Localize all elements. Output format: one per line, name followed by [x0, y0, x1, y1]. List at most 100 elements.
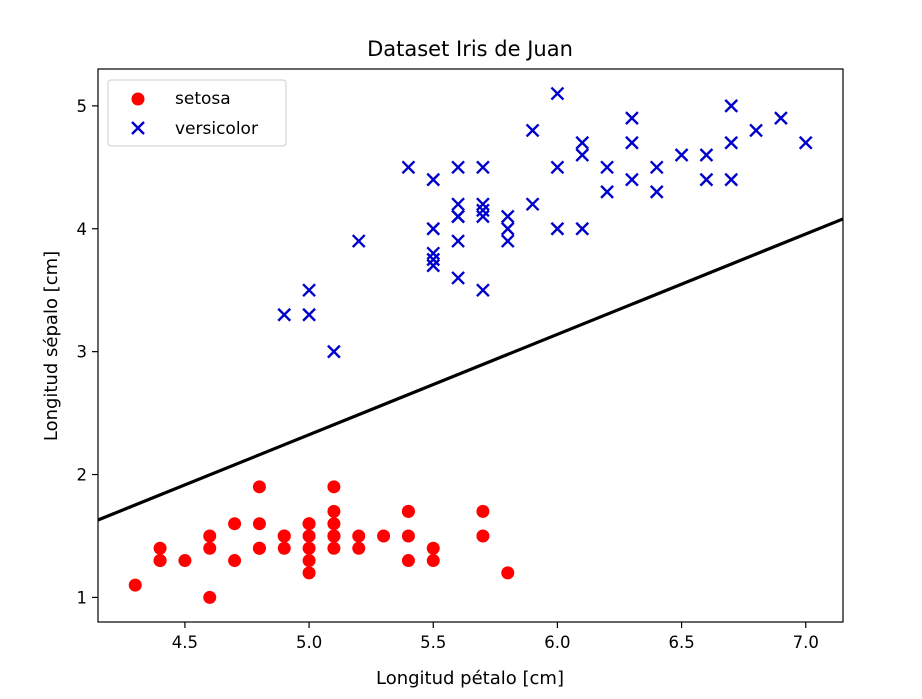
- versicolor-point-45: [724, 172, 739, 187]
- versicolor-point-36-stroke-b: [625, 135, 639, 150]
- versicolor-point-9-stroke-b: [426, 258, 441, 273]
- setosa-point-1: [153, 541, 167, 555]
- versicolor-point-41-stroke-b: [699, 148, 714, 162]
- setosa-point-6: [203, 529, 217, 543]
- versicolor-point-42: [699, 172, 714, 187]
- versicolor-point-14-stroke-b: [451, 234, 465, 248]
- versicolor-point-3: [327, 344, 341, 359]
- x-axis: 4.5 5.0 5.5 6.0 6.5 7.0: [172, 622, 819, 652]
- versicolor-point-26: [525, 197, 540, 212]
- versicolor-point-21-stroke-b: [476, 203, 490, 218]
- versicolor-point-44-stroke-b: [724, 135, 739, 150]
- setosa-point-18: [302, 529, 316, 543]
- x-tick-label-4: 6.5: [668, 633, 694, 652]
- versicolor-point-30: [575, 135, 590, 150]
- y-axis: 1 2 3 4 5: [77, 97, 98, 607]
- versicolor-point-21: [476, 203, 490, 218]
- versicolor-point-25-stroke-b: [525, 123, 540, 138]
- x-axis-label: Longitud pétalo [cm]: [376, 668, 564, 689]
- setosa-point-16: [277, 541, 291, 555]
- versicolor-point-39-stroke-b: [649, 185, 664, 199]
- legend-setosa-marker: [131, 92, 145, 106]
- legend-setosa-label: setosa: [175, 89, 231, 109]
- setosa-point-29: [352, 529, 366, 543]
- x-tick-label-0: 4.5: [172, 633, 198, 652]
- y-tick-label-1: 2: [77, 466, 88, 485]
- versicolor-point-12: [451, 197, 465, 212]
- versicolor-point-3-stroke-b: [327, 344, 341, 359]
- setosa-point-37: [426, 554, 440, 568]
- decision-boundary-line: [98, 217, 843, 522]
- versicolor-point-47-stroke-b: [774, 111, 788, 126]
- versicolor-point-10: [426, 252, 441, 267]
- versicolor-point-42-stroke-b: [699, 172, 714, 187]
- setosa-point-7: [203, 541, 217, 555]
- y-tick-label-2: 3: [77, 343, 88, 362]
- setosa-point-40: [501, 566, 515, 580]
- versicolor-point-10-stroke-b: [426, 252, 441, 267]
- x-tick-label-5: 7.0: [793, 633, 819, 652]
- versicolor-point-37-stroke-b: [625, 172, 639, 187]
- versicolor-point-40-stroke-b: [674, 148, 689, 162]
- setosa-point-27: [327, 529, 341, 543]
- versicolor-point-2-stroke-b: [302, 307, 316, 322]
- versicolor-point-40: [674, 148, 689, 162]
- versicolor-point-11: [451, 160, 465, 175]
- setosa-point-10: [252, 480, 266, 494]
- versicolor-point-12-stroke-b: [451, 197, 465, 212]
- versicolor-point-5: [401, 160, 416, 175]
- versicolor-point-6-stroke-b: [426, 172, 441, 187]
- versicolor-point-27-stroke-b: [550, 86, 565, 101]
- versicolor-point-32: [575, 221, 590, 236]
- versicolor-point-33-stroke-b: [600, 160, 614, 175]
- versicolor-point-31: [575, 148, 590, 162]
- versicolor-point-26-stroke-b: [525, 197, 540, 212]
- setosa-point-28: [327, 541, 341, 555]
- y-tick-label-4: 5: [77, 97, 88, 116]
- versicolor-point-7-stroke-b: [426, 221, 441, 236]
- versicolor-point-1: [302, 283, 316, 298]
- legend: setosa versicolor: [107, 79, 287, 147]
- versicolor-point-19: [476, 209, 490, 224]
- chart-title: Dataset Iris de Juan: [367, 37, 573, 61]
- versicolor-point-28-stroke-b: [550, 160, 565, 175]
- setosa-point-33: [401, 504, 415, 518]
- versicolor-point-16-stroke-b: [451, 209, 465, 224]
- legend-box: [107, 79, 287, 147]
- versicolor-point-2: [302, 307, 316, 322]
- setosa-point-9: [228, 554, 242, 568]
- versicolor-point-8-stroke-b: [426, 246, 441, 261]
- versicolor-point-1-stroke-b: [302, 283, 316, 298]
- versicolor-point-48-stroke-b: [798, 135, 813, 150]
- versicolor-point-24-stroke-b: [500, 234, 515, 248]
- versicolor-point-5-stroke-b: [401, 160, 416, 175]
- versicolor-point-22: [500, 209, 515, 224]
- setosa-point-34: [401, 529, 415, 543]
- setosa-point-35: [401, 554, 415, 568]
- versicolor-point-41: [699, 148, 714, 162]
- setosa-point-23: [327, 480, 341, 494]
- versicolor-point-29-stroke-b: [550, 221, 565, 236]
- versicolor-point-20-stroke-b: [476, 283, 490, 298]
- legend-versicolor-label: versicolor: [175, 119, 258, 139]
- setosa-point-25: [327, 517, 341, 531]
- legend-versicolor-cross: [131, 121, 145, 135]
- versicolor-point-33: [600, 160, 614, 175]
- versicolor-point-39: [649, 185, 664, 199]
- versicolor-point-34: [600, 185, 614, 199]
- x-tick-label-1: 5.0: [296, 633, 322, 652]
- versicolor-point-16: [451, 209, 465, 224]
- setosa-point-24: [327, 504, 341, 518]
- versicolor-point-0-stroke-b: [277, 307, 292, 322]
- setosa-point-11: [252, 517, 266, 531]
- setosa-point-30: [352, 541, 366, 555]
- versicolor-point-35: [625, 111, 639, 126]
- versicolor-point-43-stroke-b: [724, 99, 739, 113]
- plot-area-frame: [97, 68, 844, 623]
- setosa-point-13: [252, 541, 266, 555]
- versicolor-point-46: [749, 123, 763, 138]
- versicolor-point-25: [525, 123, 540, 138]
- x-tick-label-2: 5.5: [420, 633, 446, 652]
- setosa-point-38: [476, 504, 490, 518]
